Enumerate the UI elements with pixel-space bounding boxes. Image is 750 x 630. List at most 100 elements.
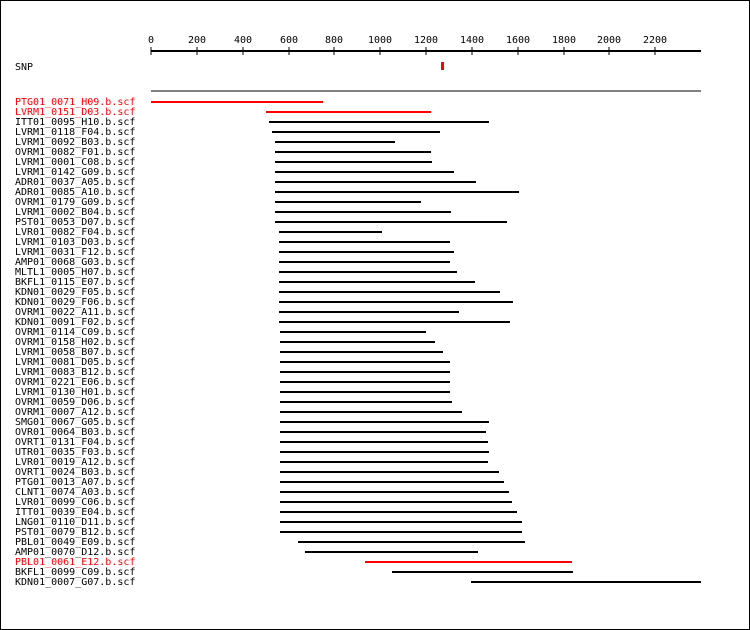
read-name-label[interactable]: LVRM1_0031_F12.b.scf — [15, 247, 135, 258]
read-row[interactable]: LVRM1_0031_F12.b.scf — [15, 247, 454, 258]
read-alignment-bar[interactable] — [280, 381, 450, 383]
read-row[interactable]: OVRM1_0082_F01.b.scf — [15, 147, 431, 158]
read-name-label[interactable]: LVRM1_0058_B07.b.scf — [15, 347, 135, 358]
read-row[interactable]: LVRM1_0151_D03.b.scf — [15, 107, 431, 118]
read-alignment-bar[interactable] — [280, 441, 488, 443]
read-name-label[interactable]: OVR01_0064_B03.b.scf — [15, 427, 135, 438]
read-row[interactable]: LVRM1_0130_H01.b.scf — [15, 387, 450, 398]
read-name-label[interactable]: PST01_0079_B12.b.scf — [15, 527, 135, 538]
read-row[interactable]: OVRM1_0114_C09.b.scf — [15, 327, 426, 338]
read-name-label[interactable]: LVRM1_0081_D05.b.scf — [15, 357, 135, 368]
read-row[interactable]: KDN01_0029_F06.b.scf — [15, 297, 513, 308]
read-alignment-bar[interactable] — [275, 161, 432, 163]
read-name-label[interactable]: ITT01_0039_E04.b.scf — [15, 507, 135, 518]
read-alignment-bar[interactable] — [275, 181, 476, 183]
read-alignment-bar[interactable] — [280, 371, 450, 373]
read-alignment-bar[interactable] — [275, 221, 507, 223]
read-row[interactable]: OVRM1_0158_H02.b.scf — [15, 337, 435, 348]
read-row[interactable]: LVR01_0082_F04.b.scf — [15, 227, 382, 238]
read-alignment-bar[interactable] — [280, 351, 443, 353]
read-row[interactable]: LVRM1_0002_B04.b.scf — [15, 207, 451, 218]
read-name-label[interactable]: LVRM1_0092_B03.b.scf — [15, 137, 135, 148]
read-row[interactable]: LVRM1_0083_B12.b.scf — [15, 367, 450, 378]
read-name-label[interactable]: KDN01_0029_F05.b.scf — [15, 287, 135, 298]
read-row[interactable]: AMP01_0068_G03.b.scf — [15, 257, 450, 268]
read-row[interactable]: KDN01_0091_F02.b.scf — [15, 317, 510, 328]
read-row[interactable]: OVRM1_0179_G09.b.scf — [15, 197, 421, 208]
read-name-label[interactable]: ADR01_0085_A10.b.scf — [15, 187, 135, 198]
read-name-label[interactable]: PTG01_0071_H09.b.scf — [15, 97, 135, 108]
read-name-label[interactable]: OVRM1_0022_A11.b.scf — [15, 307, 135, 318]
read-name-label[interactable]: OVRM1_0114_C09.b.scf — [15, 327, 135, 338]
snp-marker[interactable] — [441, 62, 444, 70]
read-alignment-bar[interactable] — [280, 481, 504, 483]
read-alignment-bar[interactable] — [275, 211, 451, 213]
read-alignment-bar[interactable] — [279, 231, 382, 233]
read-name-label[interactable]: LVRM1_0002_B04.b.scf — [15, 207, 135, 218]
read-row[interactable]: PTG01_0071_H09.b.scf — [15, 97, 323, 108]
read-row[interactable]: ADR01_0037_A05.b.scf — [15, 177, 476, 188]
read-name-label[interactable]: OVRT1_0131_F04.b.scf — [15, 437, 135, 448]
read-alignment-bar[interactable] — [280, 391, 450, 393]
read-name-label[interactable]: BKFL1_0099_C09.b.scf — [15, 567, 135, 578]
read-row[interactable]: AMP01_0070_D12.b.scf — [15, 547, 478, 558]
read-alignment-bar[interactable] — [280, 361, 450, 363]
read-row[interactable]: LVRM1_0103_D03.b.scf — [15, 237, 450, 248]
read-name-label[interactable]: LVRM1_0103_D03.b.scf — [15, 237, 135, 248]
read-row[interactable]: OVR01_0064_B03.b.scf — [15, 427, 486, 438]
read-name-label[interactable]: PTG01_0013_A07.b.scf — [15, 477, 135, 488]
read-alignment-bar[interactable] — [151, 101, 323, 103]
read-name-label[interactable]: LVRM1_0130_H01.b.scf — [15, 387, 135, 398]
read-row[interactable]: LNG01_0110_D11.b.scf — [15, 517, 522, 528]
read-row[interactable]: PBL01_0049_E09.b.scf — [15, 537, 525, 548]
read-name-label[interactable]: LNG01_0110_D11.b.scf — [15, 517, 135, 528]
read-alignment-bar[interactable] — [280, 331, 426, 333]
read-name-label[interactable]: SMG01_0067_G05.b.scf — [15, 417, 135, 428]
read-name-label[interactable]: BKFL1_0115_E07.b.scf — [15, 277, 135, 288]
read-row[interactable]: PBL01_0061_E12.b.scf — [15, 557, 572, 568]
read-name-label[interactable]: AMP01_0068_G03.b.scf — [15, 257, 135, 268]
read-name-label[interactable]: LVRM1_0142_G09.b.scf — [15, 167, 135, 178]
read-row[interactable]: PTG01_0013_A07.b.scf — [15, 477, 504, 488]
read-row[interactable]: ITT01_0095_H10.b.scf — [15, 117, 489, 128]
read-alignment-bar[interactable] — [298, 541, 525, 543]
read-row[interactable]: UTR01_0035_F03.b.scf — [15, 447, 489, 458]
read-alignment-bar[interactable] — [280, 431, 486, 433]
read-row[interactable]: LVRM1_0092_B03.b.scf — [15, 137, 395, 148]
read-name-label[interactable]: PBL01_0049_E09.b.scf — [15, 537, 135, 548]
read-alignment-bar[interactable] — [279, 271, 457, 273]
read-row[interactable]: ITT01_0039_E04.b.scf — [15, 507, 517, 518]
read-alignment-bar[interactable] — [280, 461, 488, 463]
read-name-label[interactable]: LVR01_0082_F04.b.scf — [15, 227, 135, 238]
read-row[interactable]: OVRM1_0059_D06.b.scf — [15, 397, 452, 408]
read-row[interactable]: MLTL1_0005_H07.b.scf — [15, 267, 457, 278]
read-alignment-bar[interactable] — [392, 571, 573, 573]
read-alignment-bar[interactable] — [269, 121, 489, 123]
read-row[interactable]: BKFL1_0115_E07.b.scf — [15, 277, 475, 288]
read-name-label[interactable]: PST01_0053_D07.b.scf — [15, 217, 135, 228]
read-alignment-bar[interactable] — [280, 451, 489, 453]
read-row[interactable]: OVRM1_0007_A12.b.scf — [15, 407, 462, 418]
read-row[interactable]: LVRM1_0058_B07.b.scf — [15, 347, 443, 358]
read-name-label[interactable]: LVRM1_0118_F04.b.scf — [15, 127, 135, 138]
read-alignment-bar[interactable] — [471, 581, 701, 583]
read-name-label[interactable]: LVRM1_0001_C08.b.scf — [15, 157, 135, 168]
read-row[interactable]: LVR01_0019_A12.b.scf — [15, 457, 488, 468]
read-alignment-bar[interactable] — [279, 311, 459, 313]
read-name-label[interactable]: UTR01_0035_F03.b.scf — [15, 447, 135, 458]
read-name-label[interactable]: ITT01_0095_H10.b.scf — [15, 117, 135, 128]
read-row[interactable]: OVRM1_0221_E06.b.scf — [15, 377, 450, 388]
read-row[interactable]: LVRM1_0118_F04.b.scf — [15, 127, 440, 138]
read-row[interactable]: SMG01_0067_G05.b.scf — [15, 417, 489, 428]
read-row[interactable]: OVRT1_0131_F04.b.scf — [15, 437, 488, 448]
read-row[interactable]: CLNT1_0074_A03.b.scf — [15, 487, 509, 498]
read-name-label[interactable]: KDN01_0029_F06.b.scf — [15, 297, 135, 308]
read-name-label[interactable]: MLTL1_0005_H07.b.scf — [15, 267, 135, 278]
read-name-label[interactable]: OVRM1_0158_H02.b.scf — [15, 337, 135, 348]
read-alignment-bar[interactable] — [279, 261, 450, 263]
read-alignment-bar[interactable] — [279, 321, 510, 323]
read-row[interactable]: OVRM1_0022_A11.b.scf — [15, 307, 459, 318]
read-row[interactable]: KDN01_0029_F05.b.scf — [15, 287, 500, 298]
read-row[interactable]: PST01_0079_B12.b.scf — [15, 527, 522, 538]
read-name-label[interactable]: CLNT1_0074_A03.b.scf — [15, 487, 135, 498]
